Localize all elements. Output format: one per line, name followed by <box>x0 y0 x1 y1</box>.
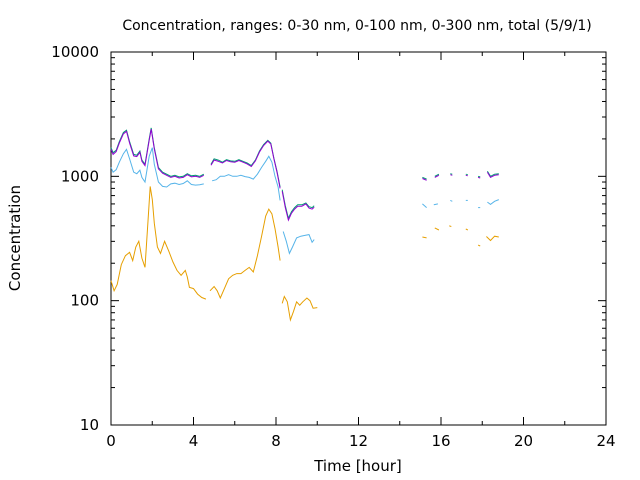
series-3-line <box>110 127 205 178</box>
series-2-line <box>282 231 315 255</box>
series-1-line <box>110 186 207 300</box>
series-4-line <box>450 174 453 176</box>
series-3-line <box>477 175 481 178</box>
series-2-line <box>450 199 453 202</box>
series-1-line <box>209 208 281 300</box>
series-1-line <box>486 235 499 242</box>
series-group <box>110 127 499 322</box>
x-axis-label: Time [hour] <box>313 457 402 475</box>
series-1-line <box>465 228 469 231</box>
x-tick-label: 0 <box>106 432 116 450</box>
x-tick-label: 16 <box>431 432 450 450</box>
series-3-line <box>422 176 427 180</box>
y-axis-label: Concentration <box>6 185 24 291</box>
series-1-line <box>281 295 318 322</box>
series-1-line <box>477 244 481 247</box>
series-4-line <box>486 171 499 179</box>
x-axis-ticks: 0 4 8 12 16 20 24 <box>106 52 616 450</box>
series-2-line <box>422 203 427 208</box>
series-4-line <box>422 178 427 181</box>
series-3-line <box>486 170 499 177</box>
series-4-line <box>281 191 315 222</box>
y-tick-label: 10 <box>80 416 99 434</box>
series-4-line <box>210 140 281 189</box>
series-1-line <box>422 236 427 239</box>
series-2-line <box>110 147 204 188</box>
series-2-line <box>211 155 281 201</box>
y-axis-ticks: 10 100 1000 10000 <box>51 43 606 434</box>
x-tick-label: 20 <box>514 432 533 450</box>
y-tick-label: 1000 <box>61 167 99 185</box>
series-3-line <box>450 173 453 175</box>
series-1-line <box>449 225 452 227</box>
x-tick-label: 8 <box>271 432 281 450</box>
y-tick-label: 10000 <box>51 43 99 61</box>
x-tick-label: 4 <box>189 432 199 450</box>
series-4-line <box>465 174 468 177</box>
series-1-line <box>434 227 440 231</box>
series-3-line <box>210 139 281 188</box>
series-2-line <box>433 203 439 206</box>
chart-title: Concentration, ranges: 0-30 nm, 0-100 nm… <box>122 18 591 34</box>
series-3-line <box>465 173 468 176</box>
series-4-line <box>434 174 440 178</box>
y-tick-label: 100 <box>70 292 99 310</box>
series-4-line <box>110 129 205 179</box>
plot-frame <box>110 51 607 426</box>
series-4-line <box>477 176 481 179</box>
series-2-line <box>487 199 499 206</box>
x-tick-label: 12 <box>349 432 368 450</box>
x-tick-label: 24 <box>596 432 615 450</box>
series-3-line <box>434 173 440 177</box>
